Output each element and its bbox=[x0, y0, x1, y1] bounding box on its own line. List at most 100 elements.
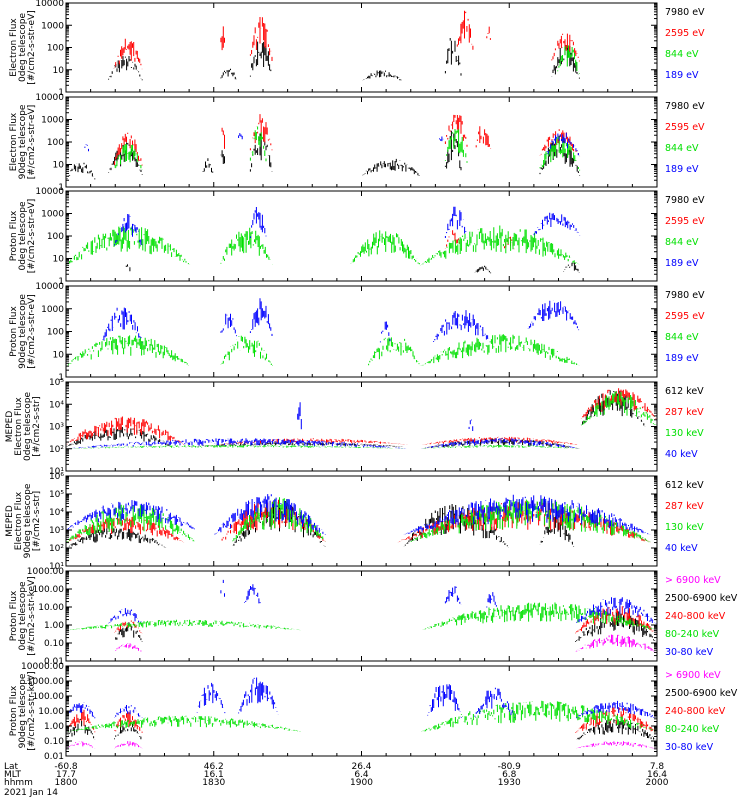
series-trace bbox=[66, 388, 657, 445]
series--6900-kev bbox=[115, 634, 656, 652]
y-axis-label-line: [#/cm2-s-str] bbox=[32, 491, 42, 551]
y-tick-label: 10.00 bbox=[38, 603, 64, 613]
panel-8: 0.010.101.0010.00100.001000.0010000.00Pr… bbox=[9, 662, 738, 762]
x-axis-row-label: Lat bbox=[4, 762, 19, 772]
y-tick-label: 1 bbox=[58, 183, 64, 193]
x-tick-label-hhmm: 2000 bbox=[646, 778, 669, 788]
y-tick-label: 10⁵ bbox=[49, 490, 64, 500]
y-axis-label: Proton Flux 90deg telescope [#/cm2-s-str-e… bbox=[9, 294, 37, 369]
legend-entry: 2595 eV bbox=[665, 216, 705, 227]
y-tick-label: 100 bbox=[47, 138, 64, 148]
series-trace bbox=[114, 10, 580, 70]
y-tick-label: 10⁴ bbox=[49, 508, 64, 518]
y-axis-label-line: Proton Flux bbox=[9, 210, 19, 261]
series-189-ev bbox=[84, 132, 580, 156]
y-axis-label-line: [#/cm2-s-str-eV] bbox=[27, 199, 37, 274]
legend-entry: 287 keV bbox=[665, 407, 704, 418]
series-844-ev bbox=[557, 45, 580, 74]
y-axis-label-line: Proton Flux bbox=[9, 306, 19, 357]
x-tick-label-lat: 46.2 bbox=[204, 762, 224, 772]
y-axis-label-line: Electron Flux bbox=[9, 18, 19, 77]
y-axis-label-line: Electron Flux bbox=[14, 491, 24, 550]
legend-entry: 30-80 keV bbox=[665, 742, 714, 753]
x-tick-label-hhmm: 1930 bbox=[498, 778, 521, 788]
legend-entry: 240-800 keV bbox=[665, 706, 726, 717]
y-tick-label: 0.01 bbox=[44, 657, 64, 667]
panel-5: 10¹ 10² 10³ 10⁴ 10⁵ MEPED Electron Flux 0deg te… bbox=[5, 378, 704, 477]
series-189-ev bbox=[102, 298, 580, 343]
y-tick-label: 10000 bbox=[35, 0, 64, 9]
y-tick-label: 10 bbox=[53, 161, 65, 171]
date-label: 2021 Jan 14 bbox=[4, 788, 58, 798]
x-tick-label-mlt: 16.4 bbox=[647, 770, 667, 780]
y-tick-label: 10³ bbox=[49, 423, 64, 433]
legend-entry: 189 eV bbox=[665, 353, 699, 364]
y-tick-label: 1000.00 bbox=[27, 677, 64, 687]
legend-entry: 844 eV bbox=[665, 332, 699, 343]
series-2595-ev bbox=[114, 114, 581, 166]
y-tick-label: 1000 bbox=[41, 305, 64, 315]
series-trace bbox=[84, 132, 580, 156]
y-axis-label-line: Proton Flux bbox=[9, 685, 19, 736]
series-7980-ev bbox=[66, 130, 581, 180]
series-trace bbox=[66, 700, 657, 732]
y-tick-label: 100.00 bbox=[33, 585, 65, 595]
y-tick-label: 10¹ bbox=[49, 467, 64, 477]
y-tick-label: 1000 bbox=[41, 116, 64, 126]
y-axis-label-line: 90deg telescope bbox=[18, 294, 28, 369]
x-tick-label-mlt: 16.1 bbox=[204, 770, 224, 780]
legend-entry: 189 eV bbox=[665, 258, 699, 269]
series-trace bbox=[125, 262, 580, 274]
y-tick-label: 10 bbox=[53, 66, 65, 76]
series-844-ev bbox=[114, 126, 581, 171]
series-287-kev bbox=[66, 388, 657, 445]
series-trace bbox=[69, 602, 657, 631]
series-trace bbox=[108, 579, 657, 625]
legend-entry: 7980 eV bbox=[665, 195, 705, 206]
y-tick-label: 1000 bbox=[41, 21, 64, 31]
x-axis-labels: LatMLThhmm-60.817.7180046.216.1183026.46… bbox=[4, 762, 669, 798]
y-axis-label: Proton Flux 0deg telescope [#/cm2-s-str-ke… bbox=[9, 576, 37, 655]
legend-entry: 2500-6900 keV bbox=[665, 688, 738, 699]
x-tick-label-mlt: 6.8 bbox=[502, 770, 517, 780]
y-axis-label-line: MEPED bbox=[5, 411, 15, 443]
series--6900-kev bbox=[66, 741, 657, 749]
y-tick-label: 10000 bbox=[35, 93, 64, 103]
y-tick-label: 1 bbox=[58, 88, 64, 98]
legend-entry: 30-80 keV bbox=[665, 647, 714, 658]
series-trace bbox=[114, 126, 581, 171]
y-tick-label: 100 bbox=[47, 328, 64, 338]
series-trace bbox=[108, 38, 580, 81]
legend-entry: 7980 eV bbox=[665, 101, 705, 112]
y-axis-label-line: 0deg telescope bbox=[18, 13, 28, 83]
y-axis-label: Electron Flux 90deg telescope [#/cm2-s-str… bbox=[9, 104, 37, 179]
series-trace bbox=[557, 45, 580, 74]
legend-entry: 287 keV bbox=[665, 501, 704, 512]
y-tick-label: 10.00 bbox=[38, 707, 64, 717]
series-trace bbox=[66, 494, 651, 535]
series-844-ev bbox=[66, 334, 580, 366]
series-trace bbox=[66, 741, 657, 749]
y-tick-label: 10² bbox=[49, 445, 64, 455]
y-tick-label: 1.00 bbox=[44, 722, 64, 732]
series-40-kev bbox=[66, 494, 651, 535]
series-trace bbox=[66, 225, 580, 266]
legend-entry: 2595 eV bbox=[665, 28, 705, 39]
series-30-80-kev bbox=[108, 579, 657, 625]
y-axis-label-line: Electron Flux bbox=[14, 397, 24, 456]
legend-entry: 130 keV bbox=[665, 428, 704, 439]
series-trace bbox=[114, 206, 581, 246]
y-tick-label: 1000 bbox=[41, 210, 64, 220]
series-7980-ev bbox=[125, 262, 580, 274]
y-axis-label-line: [#/cm2-s-str] bbox=[32, 396, 42, 456]
y-tick-label: 0.10 bbox=[44, 639, 64, 649]
series-trace bbox=[69, 402, 578, 449]
y-axis-label-line: [#/cm2-s-str-eV] bbox=[27, 105, 37, 180]
series-612-kev bbox=[66, 390, 646, 449]
y-tick-label: 1000.00 bbox=[27, 567, 64, 577]
y-tick-label: 10000 bbox=[35, 187, 64, 197]
y-tick-label: 10⁵ bbox=[49, 378, 64, 388]
